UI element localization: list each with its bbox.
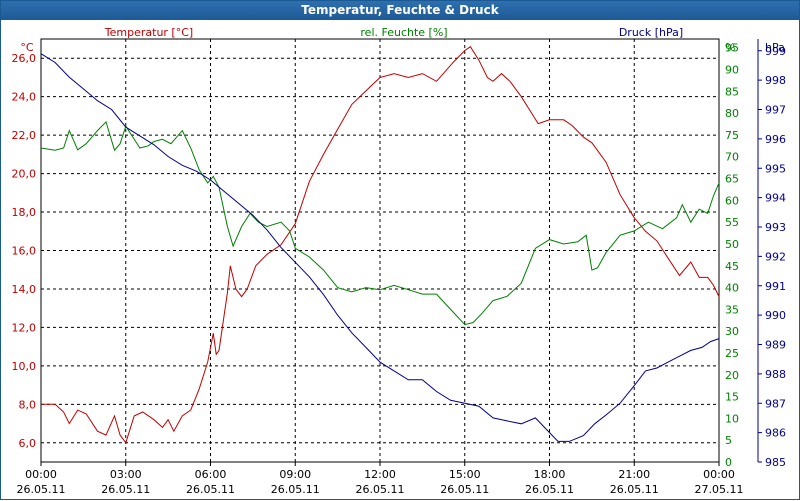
x-tick-time: 06:00 bbox=[195, 468, 227, 481]
y-tick-temperature: 10,0 bbox=[12, 360, 37, 373]
y-tick-humidity: 25 bbox=[725, 347, 739, 360]
y-tick-pressure: 999 bbox=[765, 45, 786, 58]
y-tick-humidity: 75 bbox=[725, 129, 739, 142]
y-tick-pressure: 987 bbox=[765, 397, 786, 410]
y-tick-pressure: 992 bbox=[765, 250, 786, 263]
y-tick-pressure: 998 bbox=[765, 74, 786, 87]
x-tick-date: 26.05.11 bbox=[17, 483, 66, 496]
y-tick-humidity: 85 bbox=[725, 85, 739, 98]
y-tick-humidity: 95 bbox=[725, 42, 739, 55]
y-tick-humidity: 35 bbox=[725, 303, 739, 316]
chart-title: Temperatur, Feuchte & Druck bbox=[1, 1, 799, 20]
y-tick-temperature: 12,0 bbox=[12, 321, 37, 334]
y-tick-pressure: 989 bbox=[765, 339, 786, 352]
y-tick-pressure: 996 bbox=[765, 133, 786, 146]
y-tick-temperature: 18,0 bbox=[12, 206, 37, 219]
x-tick-date: 27.05.11 bbox=[695, 483, 744, 496]
axis-unit-humidity: % bbox=[725, 41, 735, 54]
legend-temperature: Temperatur [°C] bbox=[104, 26, 193, 39]
x-tick-time: 09:00 bbox=[279, 468, 311, 481]
y-tick-pressure: 997 bbox=[765, 104, 786, 117]
y-tick-temperature: 22,0 bbox=[12, 129, 37, 142]
y-tick-temperature: 20,0 bbox=[12, 168, 37, 181]
x-tick-date: 26.05.11 bbox=[525, 483, 574, 496]
legend-pressure: Druck [hPa] bbox=[619, 26, 683, 39]
x-tick-time: 03:00 bbox=[110, 468, 142, 481]
y-tick-temperature: 8,0 bbox=[19, 398, 37, 411]
x-tick-time: 21:00 bbox=[618, 468, 650, 481]
series-line-temperature bbox=[41, 45, 720, 444]
x-tick-date: 26.05.11 bbox=[101, 483, 150, 496]
y-tick-temperature: 16,0 bbox=[12, 245, 37, 258]
y-tick-pressure: 990 bbox=[765, 309, 786, 322]
y-tick-humidity: 15 bbox=[725, 391, 739, 404]
axis-unit-pressure: hPa bbox=[765, 41, 785, 54]
y-tick-pressure: 993 bbox=[765, 221, 786, 234]
x-tick-date: 26.05.11 bbox=[271, 483, 320, 496]
x-tick-time: 15:00 bbox=[449, 468, 481, 481]
x-tick-date: 26.05.11 bbox=[356, 483, 405, 496]
y-tick-humidity: 30 bbox=[725, 325, 739, 338]
legend-humidity: rel. Feuchte [%] bbox=[360, 26, 447, 39]
x-tick-date: 26.05.11 bbox=[440, 483, 489, 496]
series-line-humidity bbox=[40, 120, 720, 326]
x-tick-date: 26.05.11 bbox=[186, 483, 235, 496]
axis-unit-temperature: °C bbox=[20, 41, 34, 54]
y-tick-humidity: 40 bbox=[725, 282, 739, 295]
y-tick-humidity: 60 bbox=[725, 194, 739, 207]
y-tick-humidity: 10 bbox=[725, 412, 739, 425]
x-tick-date: 26.05.11 bbox=[610, 483, 659, 496]
y-tick-humidity: 80 bbox=[725, 107, 739, 120]
y-tick-temperature: 24,0 bbox=[12, 91, 37, 104]
y-tick-temperature: 6,0 bbox=[19, 437, 37, 450]
y-tick-humidity: 65 bbox=[725, 173, 739, 186]
y-tick-pressure: 994 bbox=[765, 192, 786, 205]
y-tick-humidity: 55 bbox=[725, 216, 739, 229]
y-tick-humidity: 50 bbox=[725, 238, 739, 251]
y-tick-humidity: 70 bbox=[725, 151, 739, 164]
y-tick-pressure: 986 bbox=[765, 427, 786, 440]
x-tick-time: 18:00 bbox=[534, 468, 566, 481]
y-tick-temperature: 26,0 bbox=[12, 52, 37, 65]
y-tick-temperature: 14,0 bbox=[12, 283, 37, 296]
y-tick-pressure: 995 bbox=[765, 162, 786, 175]
y-tick-pressure: 985 bbox=[765, 456, 786, 469]
y-tick-pressure: 991 bbox=[765, 280, 786, 293]
x-tick-time: 00:00 bbox=[25, 468, 57, 481]
y-tick-pressure: 988 bbox=[765, 368, 786, 381]
y-tick-humidity: 20 bbox=[725, 369, 739, 382]
y-tick-humidity: 5 bbox=[725, 434, 732, 447]
x-tick-time: 00:00 bbox=[703, 468, 735, 481]
y-tick-humidity: 45 bbox=[725, 260, 739, 273]
x-tick-time: 12:00 bbox=[364, 468, 396, 481]
y-tick-humidity: 90 bbox=[725, 64, 739, 77]
series-line-pressure bbox=[40, 53, 720, 442]
y-tick-humidity: 0 bbox=[725, 456, 732, 469]
